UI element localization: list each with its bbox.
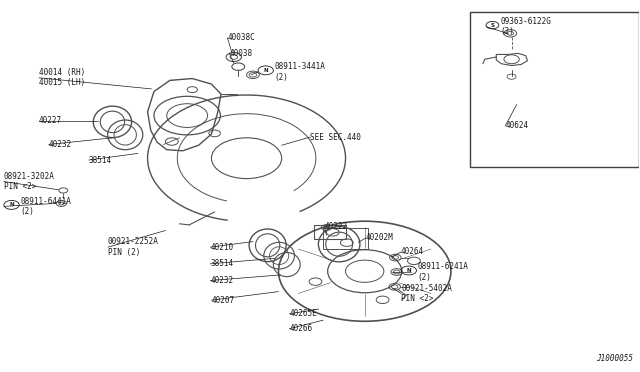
Text: 38514: 38514: [210, 259, 234, 268]
Text: 40202M: 40202M: [366, 233, 394, 243]
Text: J1000055: J1000055: [596, 354, 633, 363]
Bar: [470, 12, 639, 167]
Text: 40014 (RH)
40015 (LH): 40014 (RH) 40015 (LH): [39, 68, 85, 87]
Text: 40266: 40266: [289, 324, 312, 333]
Text: N: N: [406, 268, 411, 273]
Text: N: N: [264, 68, 268, 73]
Text: SEE SEC.440: SEE SEC.440: [310, 132, 362, 142]
Text: 40624: 40624: [505, 122, 529, 131]
Text: 08911-3441A
(2): 08911-3441A (2): [275, 62, 326, 81]
Bar: [323, 228, 368, 249]
Text: 00921-5402A
PIN <2>: 00921-5402A PIN <2>: [401, 284, 452, 303]
Text: 40038C: 40038C: [227, 33, 255, 42]
Text: 40210: 40210: [210, 243, 234, 251]
Text: 40227: 40227: [39, 116, 62, 125]
Text: S: S: [490, 23, 495, 28]
Text: 40264: 40264: [401, 247, 424, 256]
Text: 09363-6122G
(2): 09363-6122G (2): [500, 17, 551, 36]
Text: 00921-2252A
PIN (2): 00921-2252A PIN (2): [108, 237, 159, 257]
Text: 40222: 40222: [324, 222, 348, 231]
Text: 40232: 40232: [210, 276, 234, 285]
Text: 08911-6441A
(2): 08911-6441A (2): [20, 197, 72, 216]
Text: 40265E: 40265E: [289, 310, 317, 318]
Text: 38514: 38514: [89, 155, 112, 164]
Text: 40232: 40232: [49, 140, 72, 149]
Text: 08921-3202A
PIN <2>: 08921-3202A PIN <2>: [4, 172, 55, 191]
Text: 40207: 40207: [211, 296, 235, 305]
Text: N: N: [9, 202, 14, 208]
Text: 08911-6241A
(2): 08911-6241A (2): [418, 262, 468, 282]
Text: 40038: 40038: [229, 49, 252, 58]
